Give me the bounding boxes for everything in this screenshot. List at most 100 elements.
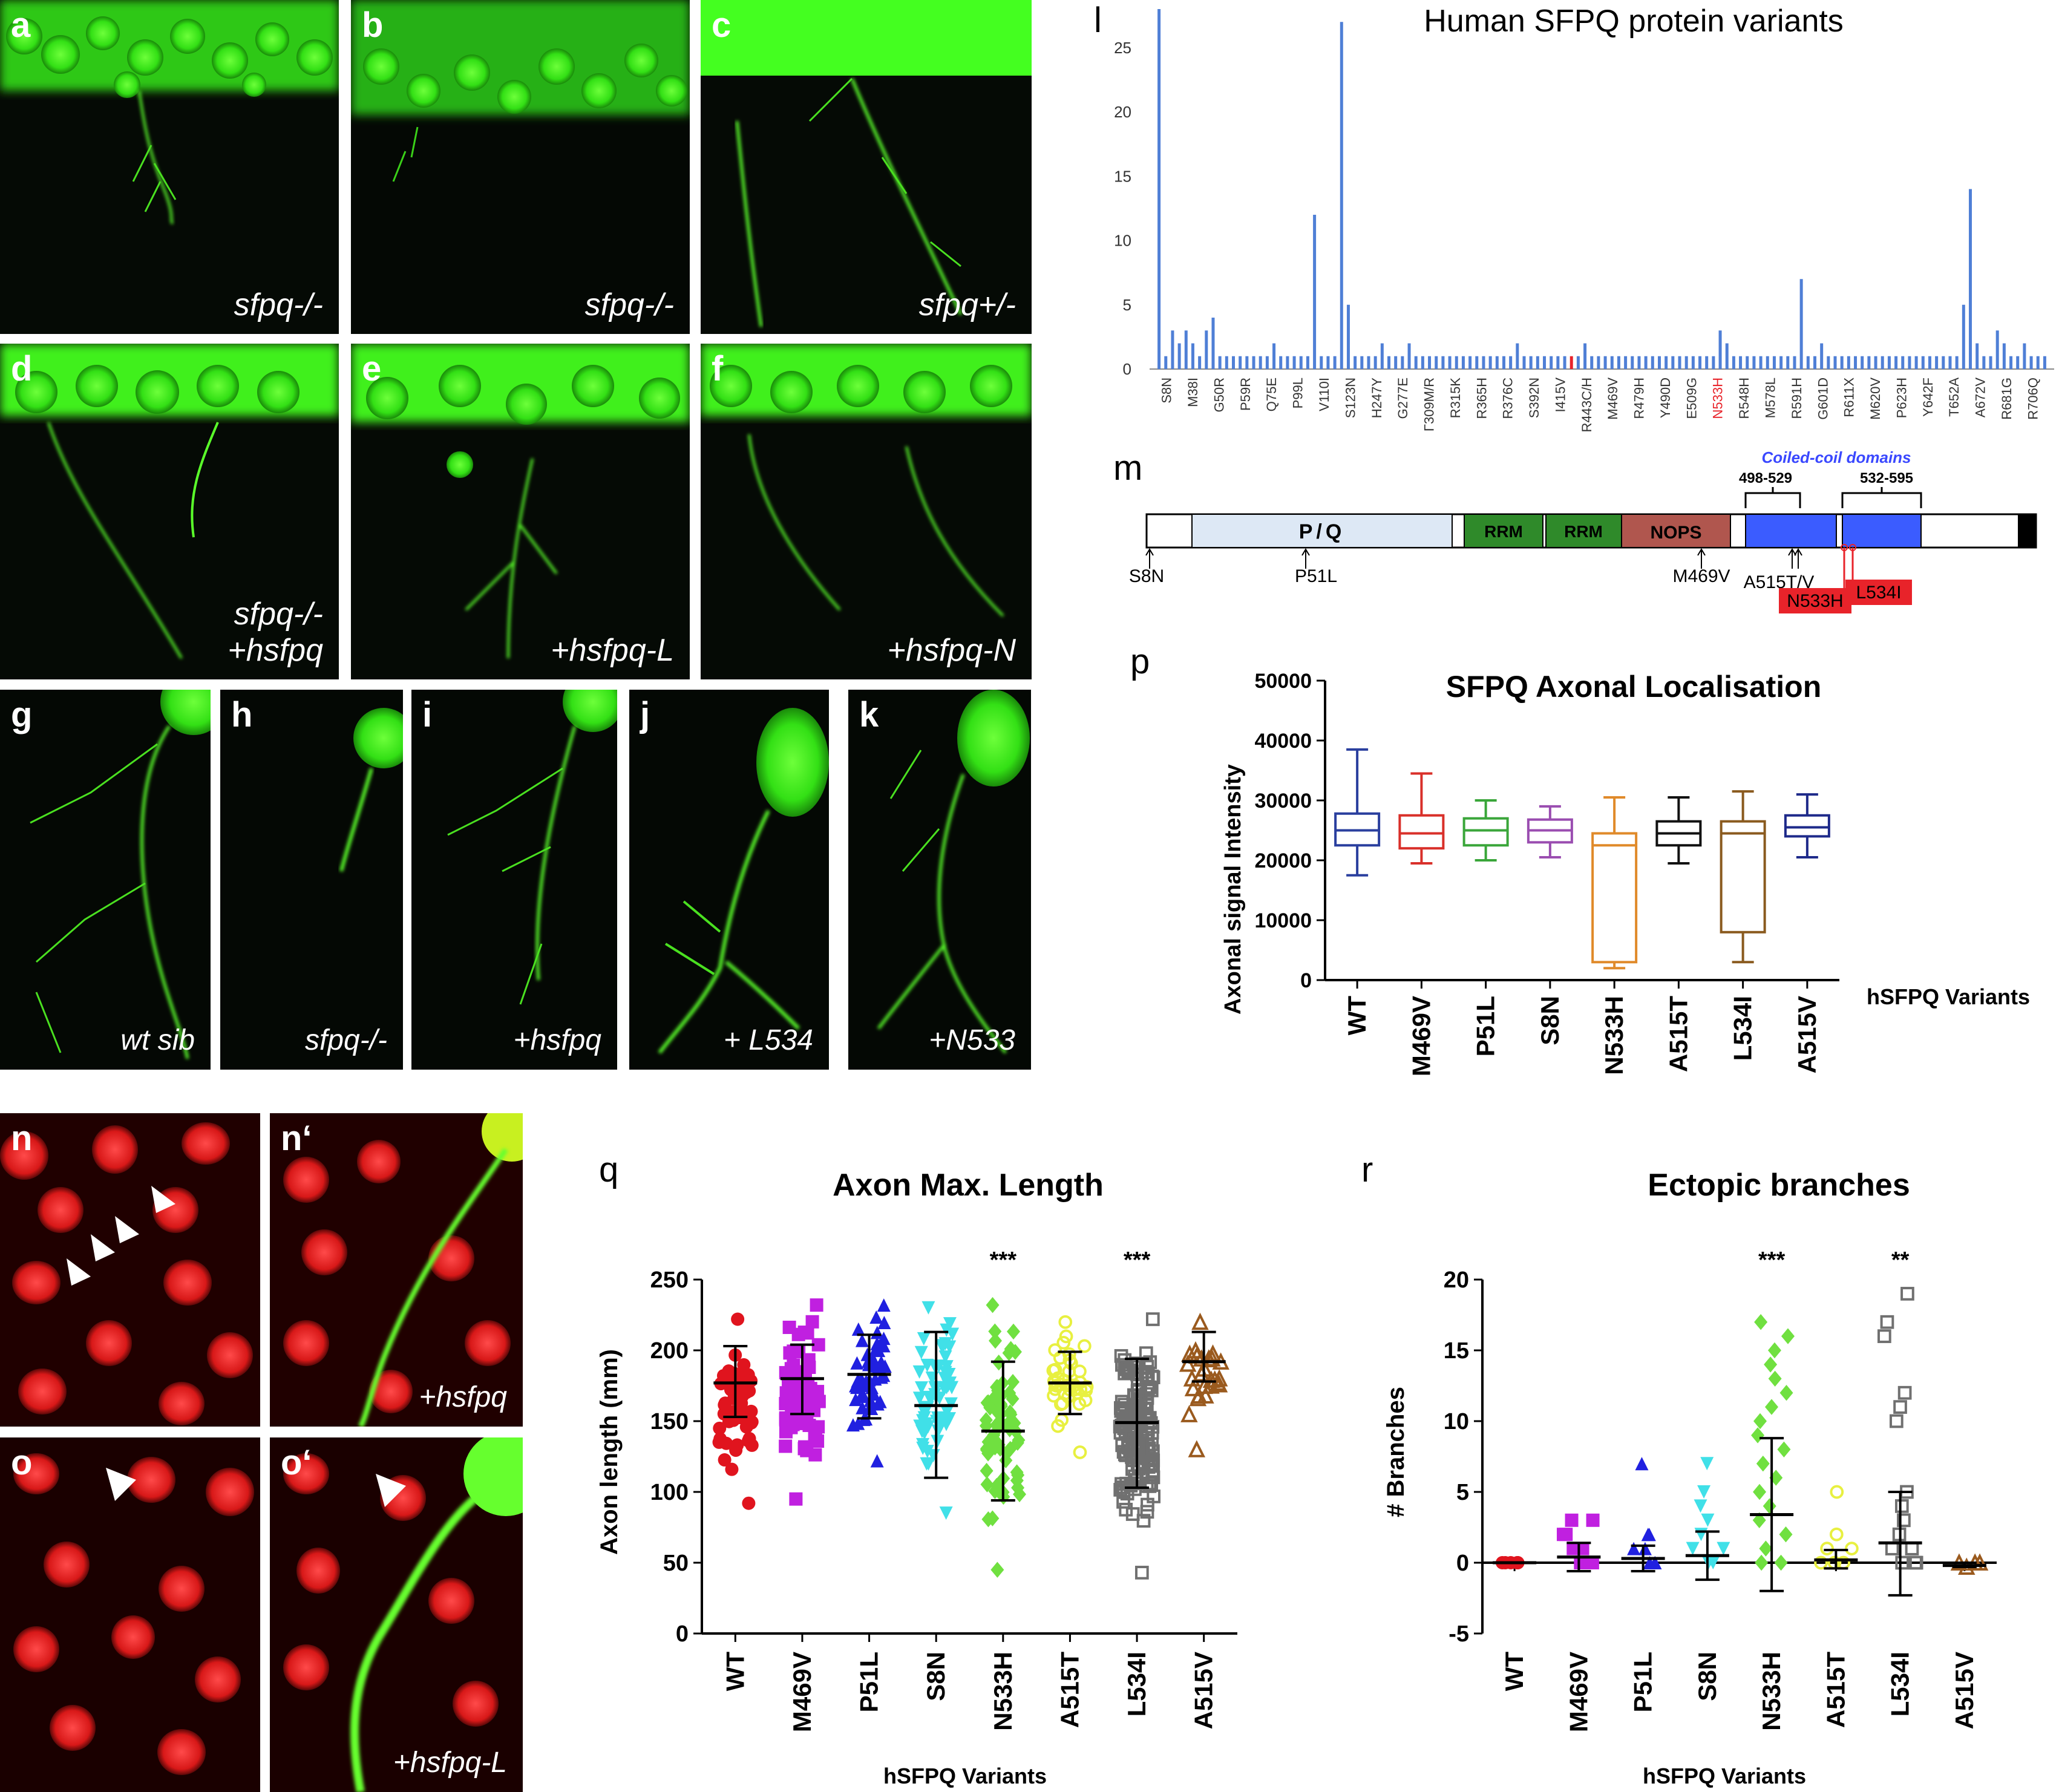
data-point bbox=[849, 1393, 863, 1407]
bar bbox=[1340, 22, 1343, 369]
bar bbox=[1665, 356, 1668, 369]
panel-c-image bbox=[701, 0, 1032, 334]
data-point bbox=[742, 1384, 756, 1398]
bar bbox=[1637, 356, 1641, 369]
bar bbox=[2023, 343, 2026, 369]
data-point bbox=[1012, 1486, 1026, 1503]
box bbox=[1784, 814, 1830, 838]
panel-caption: +hsfpq-L bbox=[551, 633, 674, 668]
arrowhead-icons bbox=[67, 1186, 175, 1286]
bar bbox=[1901, 356, 1905, 369]
data-point bbox=[1140, 1391, 1154, 1405]
data-point bbox=[1753, 1483, 1767, 1500]
arrowhead-icon bbox=[376, 1474, 406, 1507]
panel-i-image bbox=[411, 690, 617, 1070]
panel-g-image bbox=[0, 690, 211, 1070]
data-point bbox=[855, 1387, 869, 1401]
data-point bbox=[914, 1346, 928, 1359]
data-point bbox=[855, 1333, 869, 1347]
bar bbox=[1617, 356, 1620, 369]
bar bbox=[1414, 356, 1418, 369]
x-tick-label: T652A bbox=[1946, 378, 1962, 417]
bar bbox=[1272, 343, 1276, 369]
data-point bbox=[1115, 1438, 1130, 1453]
x-tick-label: A515T bbox=[1055, 1652, 1084, 1728]
panel-a-image bbox=[0, 0, 339, 334]
bar bbox=[1441, 356, 1445, 369]
data-point bbox=[1180, 1405, 1198, 1422]
data-point bbox=[938, 1350, 952, 1364]
data-point bbox=[1627, 1542, 1641, 1555]
bar bbox=[1725, 343, 1729, 369]
data-point bbox=[1895, 1555, 1910, 1570]
y-tick-label: 0 bbox=[676, 1621, 689, 1647]
data-point bbox=[851, 1322, 865, 1336]
data-point bbox=[1001, 1443, 1015, 1459]
data-point bbox=[1753, 1413, 1767, 1430]
chart-ectopic-branches: Ectopic branches # Branches hSFPQ Varian… bbox=[1383, 1168, 1997, 1788]
y-tick-label: 30000 bbox=[1254, 790, 1312, 813]
panel-label: k bbox=[859, 695, 879, 734]
bar bbox=[1583, 343, 1587, 369]
bar bbox=[2043, 356, 2046, 369]
data-point bbox=[1179, 1355, 1197, 1372]
x-tick-label: I415V bbox=[1553, 378, 1568, 413]
bar bbox=[1691, 356, 1695, 369]
data-point bbox=[1010, 1464, 1024, 1480]
x-tick-label: E509G bbox=[1684, 378, 1699, 419]
panel-a: a sfpq-/- bbox=[0, 0, 339, 334]
data-point bbox=[988, 1483, 1002, 1499]
data-point bbox=[938, 1337, 952, 1351]
bar bbox=[1326, 356, 1330, 369]
x-tick-label: A515T bbox=[1664, 996, 1692, 1072]
bar bbox=[1299, 356, 1303, 369]
data-point bbox=[877, 1315, 891, 1329]
bar bbox=[1698, 356, 1702, 369]
nops-label: NOPS bbox=[1650, 523, 1701, 543]
data-point bbox=[1077, 1339, 1092, 1353]
data-point bbox=[1755, 1554, 1769, 1571]
data-point bbox=[805, 1315, 819, 1329]
bar bbox=[1252, 356, 1255, 369]
data-point bbox=[1184, 1379, 1202, 1396]
x-tick-label: A515V bbox=[1950, 1652, 1979, 1729]
bar bbox=[1942, 356, 1945, 369]
data-point bbox=[1144, 1383, 1159, 1398]
panel-label: g bbox=[11, 695, 33, 734]
bar bbox=[1394, 356, 1398, 369]
box bbox=[1398, 814, 1445, 850]
y-tick-label: 15 bbox=[1114, 167, 1131, 185]
panel-caption: sfpq-/- +hsfpq bbox=[228, 596, 323, 669]
bar bbox=[1509, 356, 1513, 369]
x-tick-label: R376C bbox=[1501, 378, 1516, 419]
data-point bbox=[742, 1496, 756, 1510]
panel-f-image bbox=[701, 344, 1032, 679]
bar bbox=[1239, 356, 1242, 369]
coiled-coil-2 bbox=[1842, 514, 1922, 548]
y-tick-label: 50 bbox=[663, 1551, 689, 1576]
x-tick-label: P99L bbox=[1291, 378, 1306, 408]
bar bbox=[1198, 356, 1202, 369]
data-point bbox=[1774, 1554, 1788, 1571]
data-point bbox=[1559, 1528, 1573, 1542]
mutation-n533h: N533H bbox=[1787, 591, 1843, 611]
data-point bbox=[986, 1297, 1000, 1313]
significance-mark: *** bbox=[990, 1248, 1017, 1273]
bar bbox=[1894, 356, 1898, 369]
bar bbox=[1968, 189, 1972, 369]
bar bbox=[1373, 356, 1377, 369]
bar bbox=[1346, 304, 1350, 369]
panel-label: h bbox=[231, 695, 253, 734]
data-point bbox=[801, 1395, 815, 1409]
coiled-coil-title: Coiled-coil domains bbox=[1761, 448, 1911, 466]
data-point bbox=[1116, 1485, 1131, 1499]
data-point bbox=[988, 1323, 1002, 1339]
data-point bbox=[928, 1388, 942, 1402]
nops-domain bbox=[1621, 514, 1731, 548]
bar bbox=[1827, 356, 1830, 369]
bar bbox=[1550, 356, 1553, 369]
range-498-529: 498-529 bbox=[1739, 470, 1792, 486]
x-tick-label: S8N bbox=[921, 1652, 950, 1701]
data-point bbox=[1059, 1329, 1073, 1344]
c-terminal-block bbox=[2018, 514, 2036, 548]
